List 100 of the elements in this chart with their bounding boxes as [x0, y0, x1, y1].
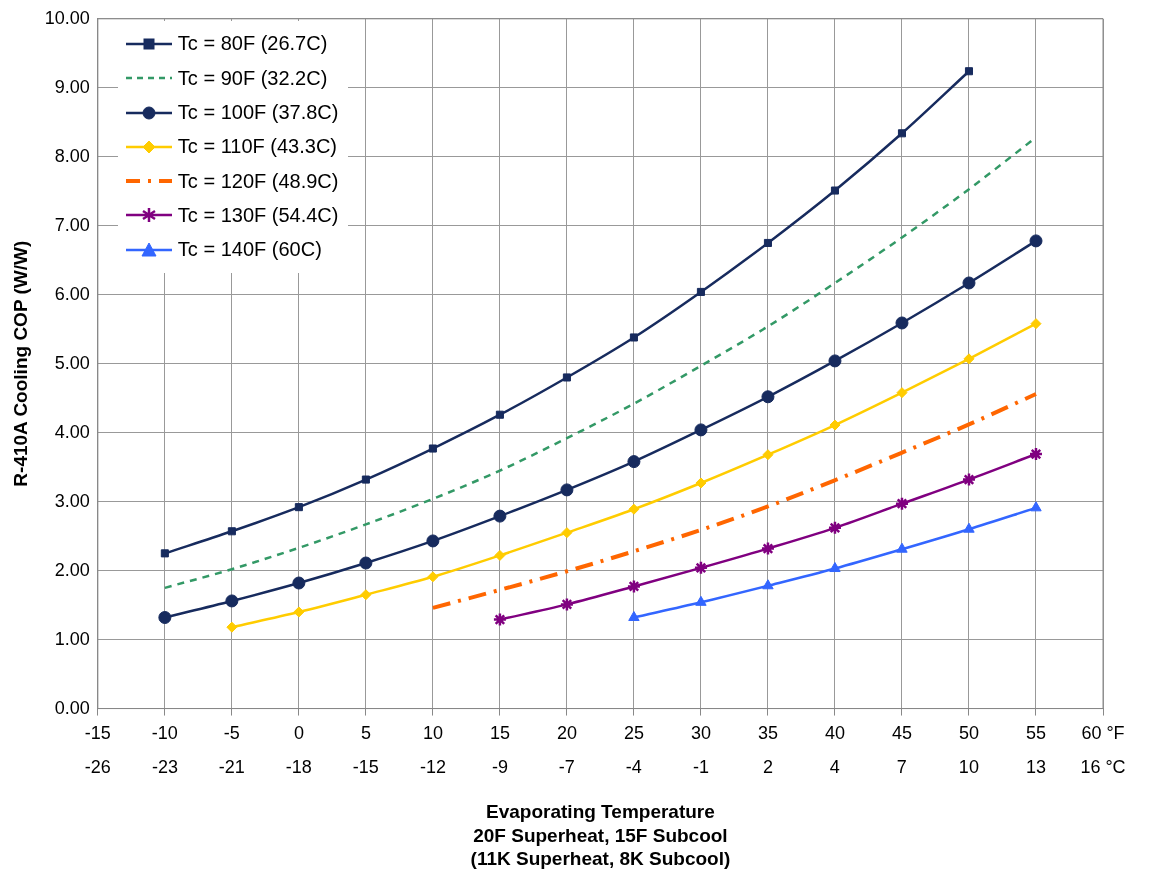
point: [1028, 446, 1044, 462]
x2-tick-label: -26: [84, 756, 111, 777]
y-tick-label: 10.00: [44, 7, 90, 28]
x-tick-label: 40: [824, 723, 845, 744]
point: [696, 287, 705, 296]
point: [897, 129, 906, 138]
x-tick-label: 10: [422, 723, 443, 744]
point: [427, 571, 439, 583]
point: [562, 373, 571, 382]
x2-tick-label: 10: [958, 756, 979, 777]
y-tick-label: 9.00: [54, 76, 90, 97]
y-tick-label: 2.00: [54, 559, 90, 580]
y-tick-label: 6.00: [54, 283, 90, 304]
point: [628, 503, 640, 515]
x-tick-label: 55: [1025, 723, 1047, 744]
point: [626, 579, 642, 594]
x2-tick-label: -21: [218, 756, 245, 777]
x2-tick-label: -4: [625, 756, 642, 777]
point: [895, 316, 909, 330]
point: [963, 522, 975, 533]
point: [694, 423, 708, 437]
line-series: [430, 392, 1038, 610]
point: [495, 410, 504, 419]
y-tick-label: 7.00: [54, 214, 90, 235]
point: [361, 475, 370, 484]
point: [962, 276, 976, 290]
point: [761, 390, 775, 404]
x2-tick-label: -12: [419, 756, 446, 777]
point: [627, 455, 641, 469]
point: [1029, 234, 1043, 248]
y-tick-label: 0.00: [54, 697, 90, 718]
x2-tick-label: 2: [762, 756, 773, 777]
point: [896, 542, 908, 553]
x-tick-label: 35: [757, 723, 778, 744]
legend-label: Tc = 120F (48.9C): [177, 169, 339, 193]
x2-tick-label: -23: [151, 756, 178, 777]
point: [963, 353, 975, 365]
point: [829, 562, 841, 573]
point: [1030, 501, 1042, 512]
x-tick-label: 45: [891, 723, 912, 744]
point: [828, 354, 842, 368]
point: [160, 549, 169, 558]
point: [559, 597, 575, 612]
point: [695, 595, 707, 606]
y-tick-label: 3.00: [54, 490, 90, 511]
point: [629, 333, 638, 342]
point: [829, 419, 841, 431]
point: [762, 579, 774, 590]
point: [428, 444, 437, 453]
point: [294, 503, 303, 512]
x2-tick-label: -9: [491, 756, 508, 777]
point: [894, 496, 910, 511]
legend-label: Tc = 90F (32.2C): [177, 66, 328, 90]
x2-tick-label: -15: [352, 756, 379, 777]
point: [961, 472, 977, 487]
x-axis-title: Evaporating Temperature 20F Superheat, 15F Subcool (11K Superheat, 8K Subcool): [470, 800, 731, 870]
x-tick-label: -15: [84, 723, 111, 744]
x-tick-label: -10: [151, 723, 178, 744]
x2-tick-label: -7: [558, 756, 575, 777]
x-tick-label: 5: [360, 723, 371, 744]
x-tick-label: 60 °F: [1081, 723, 1125, 744]
point: [1030, 318, 1042, 330]
point: [426, 534, 440, 548]
legend-label: Tc = 140F (60C): [177, 238, 322, 262]
point: [493, 509, 507, 523]
x2-tick-label: -18: [285, 756, 312, 777]
y-tick-label: 4.00: [54, 421, 90, 442]
point: [359, 556, 373, 570]
point: [693, 560, 709, 576]
x-tick-label: 0: [293, 723, 304, 744]
y-tick-label: 5.00: [54, 352, 90, 373]
x2-tick-label: 13: [1025, 756, 1046, 777]
x-tick-label: 15: [489, 723, 510, 744]
legend-label: Tc = 100F (37.8C): [177, 101, 339, 125]
point: [695, 477, 707, 489]
point: [560, 483, 574, 497]
point: [760, 541, 776, 556]
x-tick-label: 20: [556, 723, 577, 744]
x2-tick-label: 4: [829, 756, 840, 777]
point: [830, 186, 839, 195]
point: [896, 387, 908, 399]
point: [561, 527, 573, 539]
y-axis-title: R-410A Cooling COP (W/W): [9, 240, 31, 487]
x-tick-label: 25: [623, 723, 644, 744]
point: [158, 611, 172, 624]
legend-label: Tc = 110F (43.3C): [177, 135, 337, 159]
y-tick-label: 8.00: [54, 145, 90, 166]
point: [628, 611, 640, 621]
point: [762, 449, 774, 461]
point: [226, 621, 238, 633]
x2-tick-label: 7: [896, 756, 907, 777]
x-tick-label: -5: [223, 723, 240, 744]
point: [227, 527, 236, 536]
y-tick-label: 1.00: [54, 628, 90, 649]
point: [292, 576, 306, 590]
x-tick-label: 30: [690, 723, 711, 744]
legend-label: Tc = 80F (26.7C): [177, 32, 328, 56]
point: [494, 549, 506, 561]
x2-tick-label: -1: [692, 756, 709, 777]
point: [763, 238, 772, 247]
